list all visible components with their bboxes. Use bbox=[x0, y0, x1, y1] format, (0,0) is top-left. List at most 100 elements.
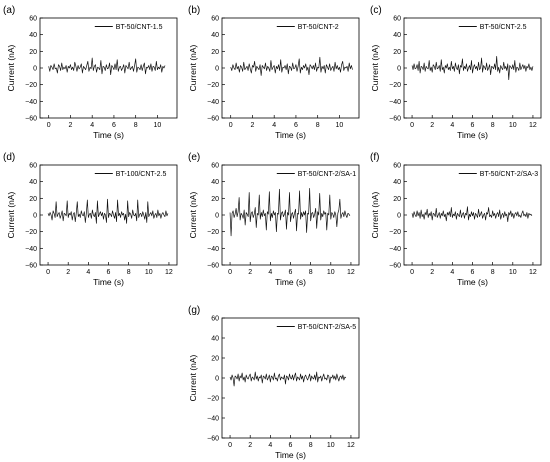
x-tick-label: 8 bbox=[309, 269, 313, 276]
x-tick-label: 0 bbox=[410, 269, 414, 276]
y-tick-label: 0 bbox=[397, 66, 401, 73]
x-tick-label: 12 bbox=[347, 269, 355, 276]
y-tick-label: 60 bbox=[211, 316, 219, 323]
x-tick-label: 12 bbox=[529, 269, 537, 276]
y-tick-label: −60 bbox=[389, 116, 401, 123]
x-tick-label: 10 bbox=[509, 122, 517, 129]
y-tick-label: −40 bbox=[25, 246, 37, 253]
series-line bbox=[230, 56, 353, 76]
x-tick-label: 0 bbox=[229, 122, 233, 129]
x-tick-label: 4 bbox=[450, 122, 454, 129]
y-tick-label: 20 bbox=[29, 196, 37, 203]
chart-panel: (c) −60 −40 −20 0 20 40 60 0 2 4 6 8 10 12 Time (s) Curr… bbox=[370, 5, 542, 140]
x-tick-label: 2 bbox=[248, 442, 252, 449]
x-axis-label: Time (s) bbox=[275, 277, 306, 287]
y-axis-label: Current (nA) bbox=[370, 44, 380, 91]
x-tick-label: 4 bbox=[272, 122, 276, 129]
panel-label: (c) bbox=[370, 5, 382, 16]
x-axis-label: Time (s) bbox=[93, 277, 124, 287]
x-tick-label: 2 bbox=[68, 122, 72, 129]
y-tick-label: 40 bbox=[211, 336, 219, 343]
x-tick-label: 0 bbox=[47, 122, 51, 129]
x-axis-label: Time (s) bbox=[93, 130, 124, 140]
x-tick-label: 8 bbox=[491, 122, 495, 129]
legend-label: BT-50/CNT-2/SA-1 bbox=[298, 171, 356, 178]
x-tick-label: 6 bbox=[289, 442, 293, 449]
x-tick-label: 6 bbox=[289, 269, 293, 276]
x-tick-label: 10 bbox=[327, 442, 335, 449]
panel-label: (a) bbox=[3, 5, 15, 16]
y-axis-label: Current (nA) bbox=[370, 191, 380, 238]
y-tick-label: 60 bbox=[211, 16, 219, 23]
x-tick-label: 4 bbox=[90, 122, 94, 129]
y-tick-label: 0 bbox=[397, 213, 401, 220]
x-tick-label: 8 bbox=[316, 122, 320, 129]
y-tick-label: 20 bbox=[211, 196, 219, 203]
series-line bbox=[411, 206, 533, 223]
y-tick-label: 60 bbox=[29, 16, 37, 23]
chart-panel: (f) −60 −40 −20 0 20 40 60 0 2 4 6 8 10 12 Time (s) Curr… bbox=[370, 152, 542, 287]
y-axis-label: Current (nA) bbox=[6, 191, 16, 238]
x-tick-label: 2 bbox=[66, 269, 70, 276]
y-tick-label: −60 bbox=[389, 263, 401, 270]
x-tick-label: 2 bbox=[430, 122, 434, 129]
y-tick-label: 20 bbox=[29, 49, 37, 56]
chart-panel: (g) −60 −40 −20 0 20 40 60 0 2 4 6 8 10 12 Time (s) Curr… bbox=[188, 305, 360, 460]
y-tick-label: −40 bbox=[389, 99, 401, 106]
x-axis-label: Time (s) bbox=[275, 130, 306, 140]
y-tick-label: 60 bbox=[211, 163, 219, 170]
x-tick-label: 6 bbox=[471, 122, 475, 129]
y-tick-label: 40 bbox=[393, 179, 401, 186]
y-tick-label: −20 bbox=[25, 82, 37, 89]
y-axis-label: Current (nA) bbox=[188, 191, 198, 238]
series-line bbox=[411, 55, 534, 81]
x-tick-label: 10 bbox=[327, 269, 335, 276]
y-tick-label: 0 bbox=[215, 66, 219, 73]
panel-label: (g) bbox=[188, 305, 200, 316]
x-tick-label: 2 bbox=[250, 122, 254, 129]
y-tick-label: 40 bbox=[393, 32, 401, 39]
series-line bbox=[48, 57, 166, 76]
y-tick-label: 0 bbox=[215, 213, 219, 220]
x-tick-label: 4 bbox=[268, 269, 272, 276]
x-tick-label: 8 bbox=[491, 269, 495, 276]
legend-label: BT-50/CNT-2 bbox=[298, 24, 339, 31]
series-line bbox=[47, 198, 169, 224]
y-tick-label: −40 bbox=[25, 99, 37, 106]
x-tick-label: 0 bbox=[228, 269, 232, 276]
y-tick-label: −60 bbox=[25, 263, 37, 270]
x-tick-label: 12 bbox=[529, 122, 537, 129]
x-tick-label: 6 bbox=[112, 122, 116, 129]
panel-label: (e) bbox=[188, 152, 200, 163]
y-tick-label: 40 bbox=[29, 179, 37, 186]
chart-panel: (b) −60 −40 −20 0 20 40 60 0 2 4 6 8 10 Time (s) Curren… bbox=[188, 5, 360, 140]
y-tick-label: 20 bbox=[211, 49, 219, 56]
legend-label: BT-50/CNT-2.5 bbox=[480, 24, 527, 31]
x-tick-label: 12 bbox=[165, 269, 173, 276]
x-tick-label: 4 bbox=[268, 442, 272, 449]
series-line bbox=[229, 187, 351, 237]
y-tick-label: −40 bbox=[389, 246, 401, 253]
chart-panel: (e) −60 −40 −20 0 20 40 60 0 2 4 6 8 10 12 Time (s) Curr… bbox=[188, 152, 360, 287]
legend-label: BT-100/CNT-2.5 bbox=[116, 171, 167, 178]
x-axis-label: Time (s) bbox=[275, 450, 306, 460]
panel-label: (f) bbox=[370, 152, 379, 163]
y-tick-label: −40 bbox=[207, 246, 219, 253]
x-tick-label: 10 bbox=[509, 269, 517, 276]
y-tick-label: 0 bbox=[33, 213, 37, 220]
x-tick-label: 6 bbox=[107, 269, 111, 276]
chart-panel: (d) −60 −40 −20 0 20 40 60 0 2 4 6 8 10 12 Time (s) Curr… bbox=[3, 152, 178, 287]
y-tick-label: 60 bbox=[393, 163, 401, 170]
y-tick-label: −40 bbox=[207, 416, 219, 423]
x-tick-label: 8 bbox=[134, 122, 138, 129]
y-tick-label: −20 bbox=[207, 82, 219, 89]
x-tick-label: 12 bbox=[347, 442, 355, 449]
y-tick-label: −20 bbox=[207, 396, 219, 403]
x-tick-label: 0 bbox=[46, 269, 50, 276]
y-axis-label: Current (nA) bbox=[188, 44, 198, 91]
x-axis-label: Time (s) bbox=[457, 130, 488, 140]
y-tick-label: 20 bbox=[393, 49, 401, 56]
y-axis-label: Current (nA) bbox=[188, 354, 198, 401]
y-tick-label: −60 bbox=[207, 263, 219, 270]
